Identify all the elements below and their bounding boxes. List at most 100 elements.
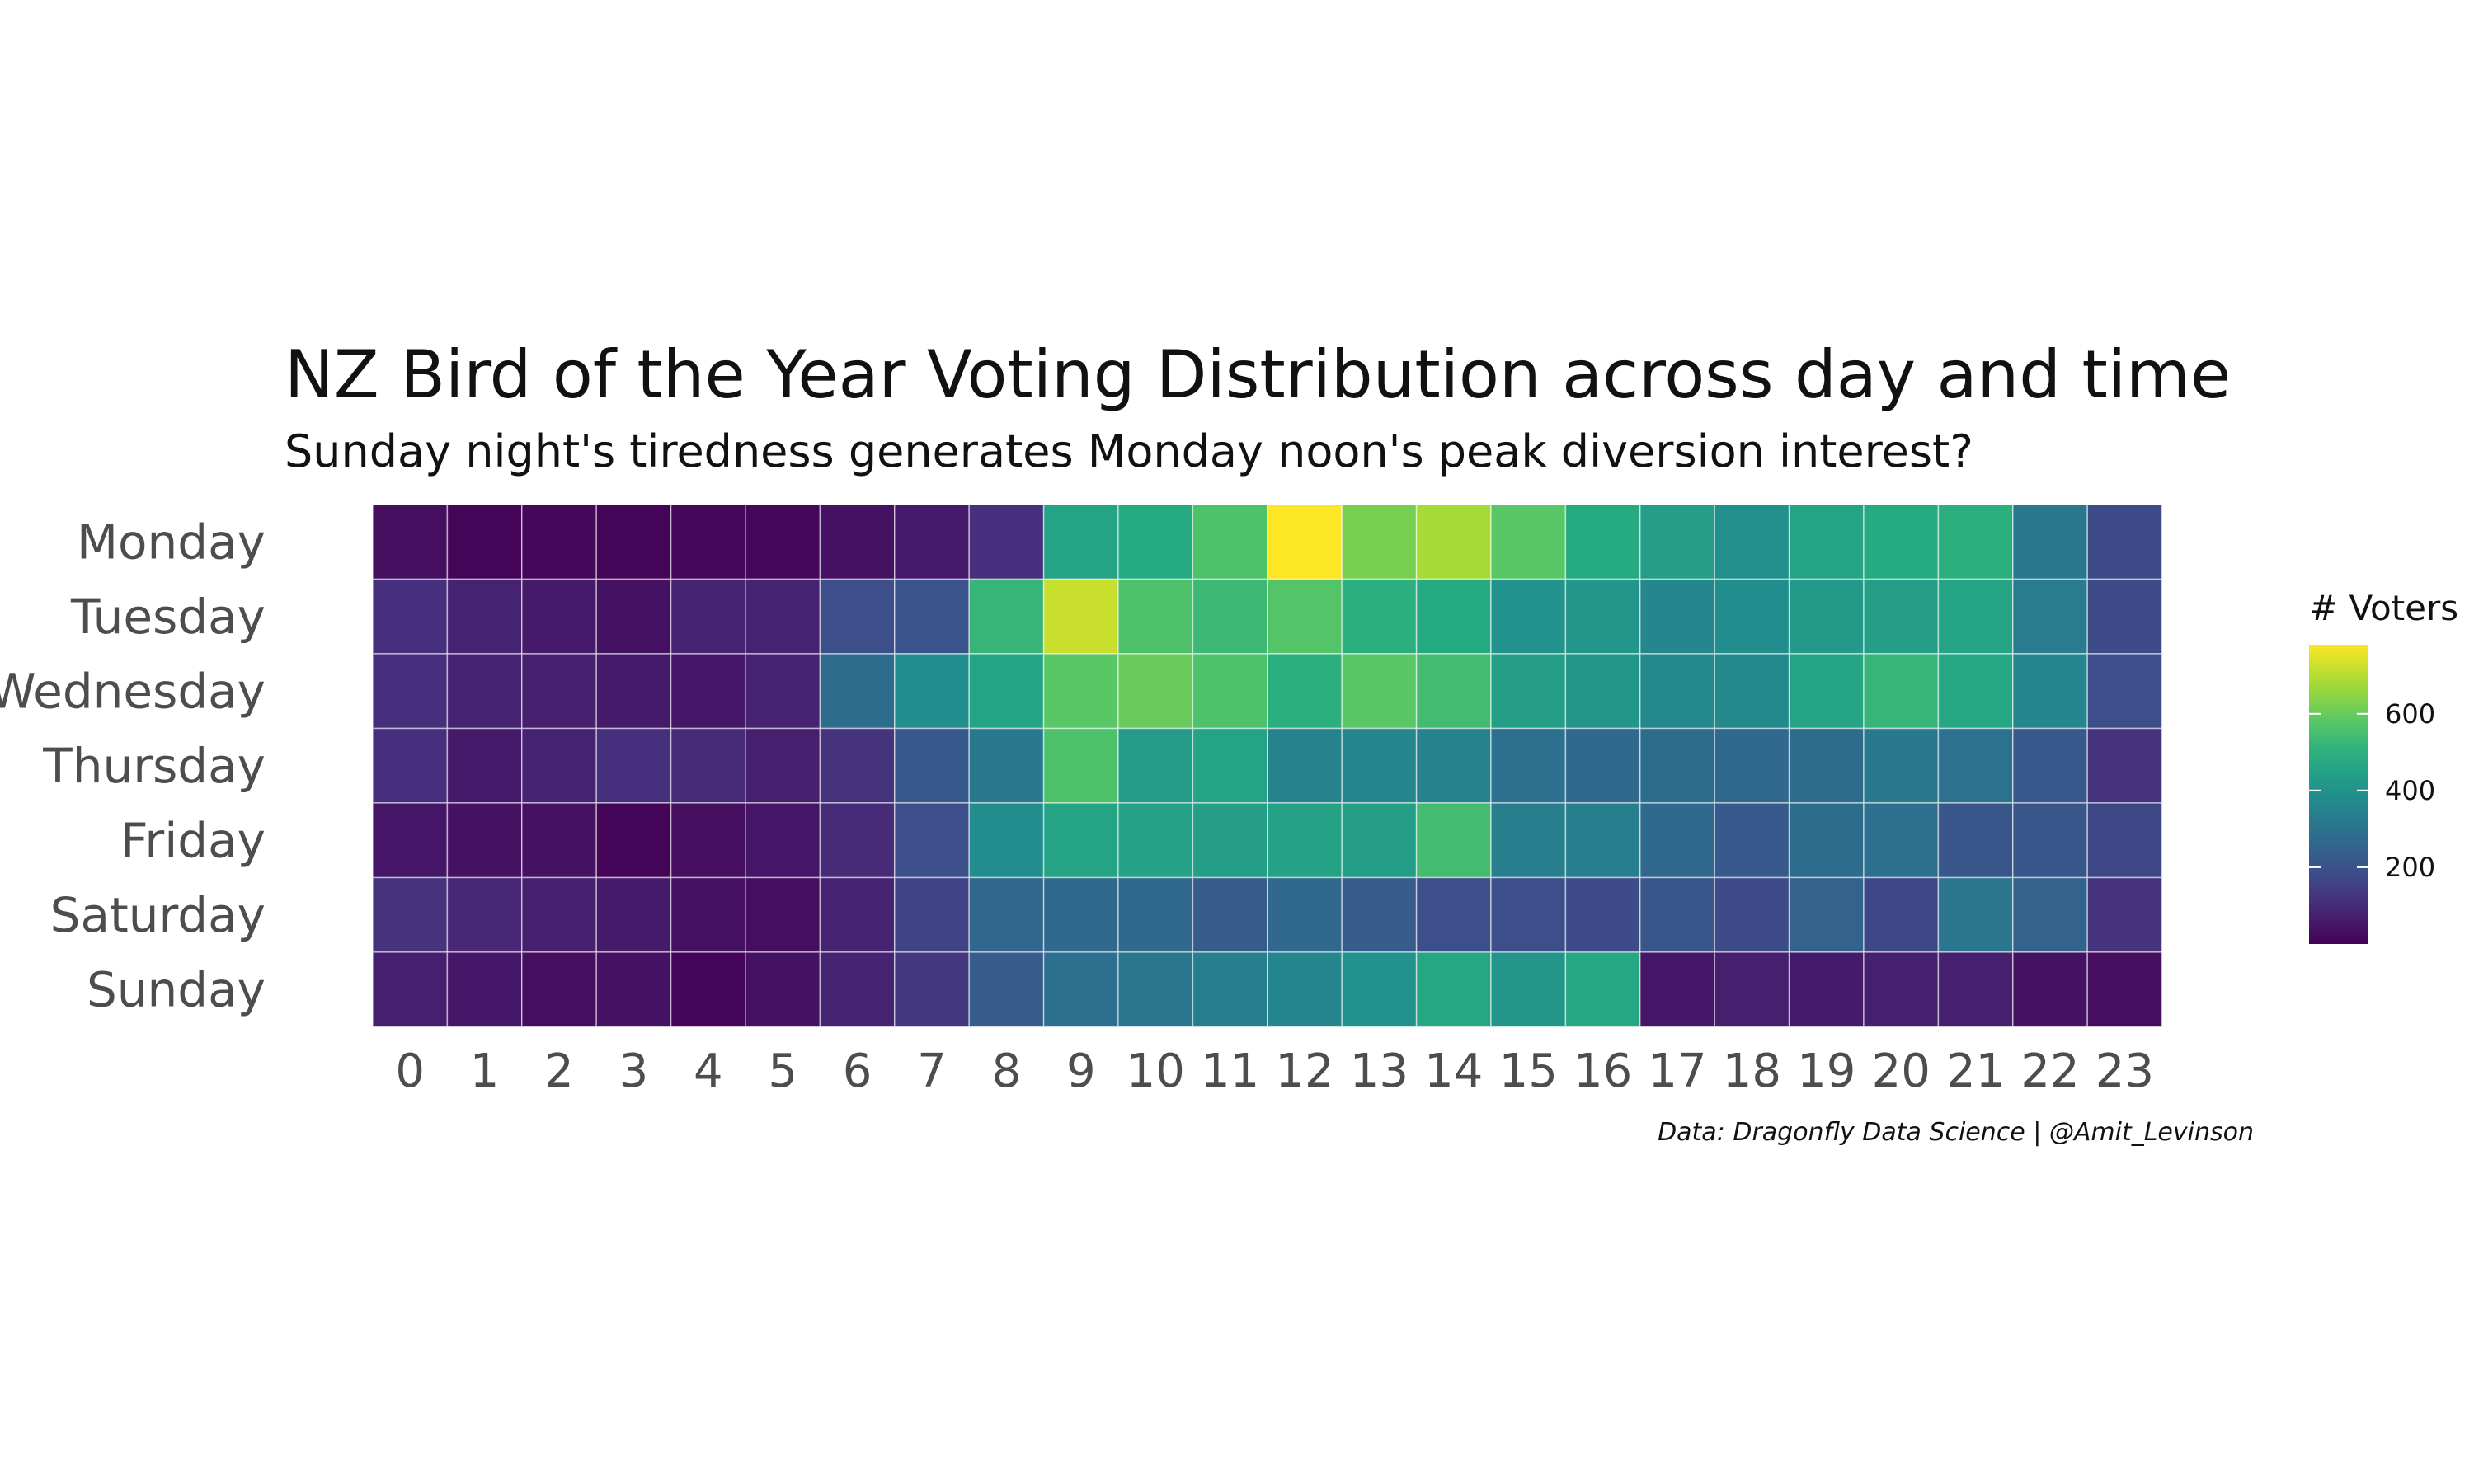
heatmap-cell-wednesday-22 bbox=[2012, 653, 2088, 730]
x-tick-label-21: 21 bbox=[1946, 1045, 2005, 1098]
x-tick-label-12: 12 bbox=[1275, 1045, 1333, 1098]
heatmap-cell-wednesday-8 bbox=[968, 653, 1045, 730]
heatmap-cell-thursday-14 bbox=[1415, 727, 1492, 804]
heatmap-cell-thursday-21 bbox=[1937, 727, 2014, 804]
heatmap-cell-thursday-16 bbox=[1564, 727, 1641, 804]
legend-colorbar bbox=[2309, 645, 2368, 944]
heatmap-cell-sunday-14 bbox=[1415, 951, 1492, 1028]
heatmap-cell-saturday-6 bbox=[819, 876, 896, 953]
heatmap-cell-wednesday-9 bbox=[1042, 653, 1119, 730]
heatmap-cell-tuesday-10 bbox=[1117, 578, 1194, 655]
heatmap-cell-saturday-16 bbox=[1564, 876, 1641, 953]
heatmap-cell-sunday-7 bbox=[894, 951, 970, 1028]
y-tick-label-friday: Friday bbox=[120, 812, 266, 868]
heatmap-cell-wednesday-11 bbox=[1192, 653, 1268, 730]
heatmap-cell-tuesday-5 bbox=[745, 578, 821, 655]
heatmap-cell-friday-7 bbox=[894, 802, 970, 879]
heatmap-cell-thursday-11 bbox=[1192, 727, 1268, 804]
heatmap-cell-monday-13 bbox=[1341, 504, 1418, 580]
heatmap-cell-tuesday-18 bbox=[1714, 578, 1790, 655]
legend-title: # Voters bbox=[2309, 588, 2458, 628]
heatmap-cell-thursday-19 bbox=[1788, 727, 1865, 804]
heatmap-cell-friday-5 bbox=[745, 802, 821, 879]
heatmap-cell-sunday-9 bbox=[1042, 951, 1119, 1028]
heatmap-cell-friday-12 bbox=[1267, 802, 1343, 879]
heatmap-cell-thursday-8 bbox=[968, 727, 1045, 804]
heatmap-cell-monday-1 bbox=[446, 504, 523, 580]
heatmap-cell-wednesday-19 bbox=[1788, 653, 1865, 730]
heatmap-cell-sunday-15 bbox=[1490, 951, 1567, 1028]
x-tick-label-15: 15 bbox=[1499, 1045, 1558, 1098]
x-tick-label-13: 13 bbox=[1350, 1045, 1409, 1098]
heatmap-cell-monday-18 bbox=[1714, 504, 1790, 580]
heatmap-cell-saturday-7 bbox=[894, 876, 970, 953]
heatmap-cell-thursday-12 bbox=[1267, 727, 1343, 804]
heatmap-cell-sunday-17 bbox=[1639, 951, 1715, 1028]
heatmap-cell-thursday-5 bbox=[745, 727, 821, 804]
heatmap-cell-monday-0 bbox=[372, 504, 449, 580]
heatmap-cell-friday-19 bbox=[1788, 802, 1865, 879]
heatmap-cell-wednesday-21 bbox=[1937, 653, 2014, 730]
legend-tick-label-200: 200 bbox=[2385, 852, 2435, 883]
heatmap-cell-wednesday-18 bbox=[1714, 653, 1790, 730]
heatmap-cell-tuesday-17 bbox=[1639, 578, 1715, 655]
x-tick-label-14: 14 bbox=[1424, 1045, 1483, 1098]
heatmap-cell-wednesday-23 bbox=[2086, 653, 2163, 730]
heatmap-cell-tuesday-4 bbox=[670, 578, 746, 655]
heatmap-cell-sunday-4 bbox=[670, 951, 746, 1028]
x-tick-label-2: 2 bbox=[544, 1045, 574, 1098]
heatmap-cell-saturday-5 bbox=[745, 876, 821, 953]
heatmap-cell-monday-21 bbox=[1937, 504, 2014, 580]
heatmap-cell-friday-15 bbox=[1490, 802, 1567, 879]
heatmap-cell-monday-5 bbox=[745, 504, 821, 580]
heatmap-cell-sunday-18 bbox=[1714, 951, 1790, 1028]
y-axis-tick-labels: Monday Tuesday Wednesday Thursday Friday Satu… bbox=[0, 514, 266, 1017]
heatmap-cell-saturday-15 bbox=[1490, 876, 1567, 953]
heatmap-cell-tuesday-9 bbox=[1042, 578, 1119, 655]
heatmap-cell-tuesday-6 bbox=[819, 578, 896, 655]
heatmap-cell-tuesday-16 bbox=[1564, 578, 1641, 655]
heatmap-cell-thursday-18 bbox=[1714, 727, 1790, 804]
heatmap-cell-wednesday-20 bbox=[1863, 653, 1940, 730]
heatmap-cell-friday-21 bbox=[1937, 802, 2014, 879]
heatmap-cell-tuesday-14 bbox=[1415, 578, 1492, 655]
heatmap-cell-wednesday-17 bbox=[1639, 653, 1715, 730]
heatmap-cell-monday-14 bbox=[1415, 504, 1492, 580]
x-tick-label-10: 10 bbox=[1126, 1045, 1185, 1098]
heatmap-cells bbox=[372, 504, 2163, 1028]
heatmap-cell-friday-4 bbox=[670, 802, 746, 879]
heatmap-cell-wednesday-3 bbox=[595, 653, 672, 730]
heatmap-cell-monday-15 bbox=[1490, 504, 1567, 580]
x-tick-label-9: 9 bbox=[1066, 1045, 1096, 1098]
x-tick-label-11: 11 bbox=[1201, 1045, 1259, 1098]
heatmap-cell-thursday-6 bbox=[819, 727, 896, 804]
heatmap-cell-thursday-10 bbox=[1117, 727, 1194, 804]
heatmap-cell-wednesday-15 bbox=[1490, 653, 1567, 730]
heatmap-cell-saturday-23 bbox=[2086, 876, 2163, 953]
heatmap-cell-monday-9 bbox=[1042, 504, 1119, 580]
heatmap-cell-wednesday-2 bbox=[521, 653, 597, 730]
heatmap-cell-tuesday-3 bbox=[595, 578, 672, 655]
heatmap-cell-thursday-9 bbox=[1042, 727, 1119, 804]
heatmap-cell-wednesday-10 bbox=[1117, 653, 1194, 730]
heatmap-cell-saturday-12 bbox=[1267, 876, 1343, 953]
x-tick-label-23: 23 bbox=[2095, 1045, 2154, 1098]
heatmap-cell-sunday-10 bbox=[1117, 951, 1194, 1028]
heatmap-cell-monday-16 bbox=[1564, 504, 1641, 580]
heatmap-cell-thursday-2 bbox=[521, 727, 597, 804]
heatmap-cell-friday-13 bbox=[1341, 802, 1418, 879]
heatmap-cell-saturday-10 bbox=[1117, 876, 1194, 953]
heatmap-cell-saturday-19 bbox=[1788, 876, 1865, 953]
heatmap-cell-tuesday-2 bbox=[521, 578, 597, 655]
heatmap-cell-sunday-21 bbox=[1937, 951, 2014, 1028]
heatmap-cell-thursday-17 bbox=[1639, 727, 1715, 804]
heatmap-cell-thursday-15 bbox=[1490, 727, 1567, 804]
heatmap-cell-monday-22 bbox=[2012, 504, 2088, 580]
heatmap-cell-sunday-5 bbox=[745, 951, 821, 1028]
heatmap-cell-sunday-23 bbox=[2086, 951, 2163, 1028]
heatmap-cell-sunday-11 bbox=[1192, 951, 1268, 1028]
legend-tick-label-600: 600 bbox=[2385, 698, 2435, 730]
heatmap-cell-monday-23 bbox=[2086, 504, 2163, 580]
heatmap-cell-wednesday-5 bbox=[745, 653, 821, 730]
